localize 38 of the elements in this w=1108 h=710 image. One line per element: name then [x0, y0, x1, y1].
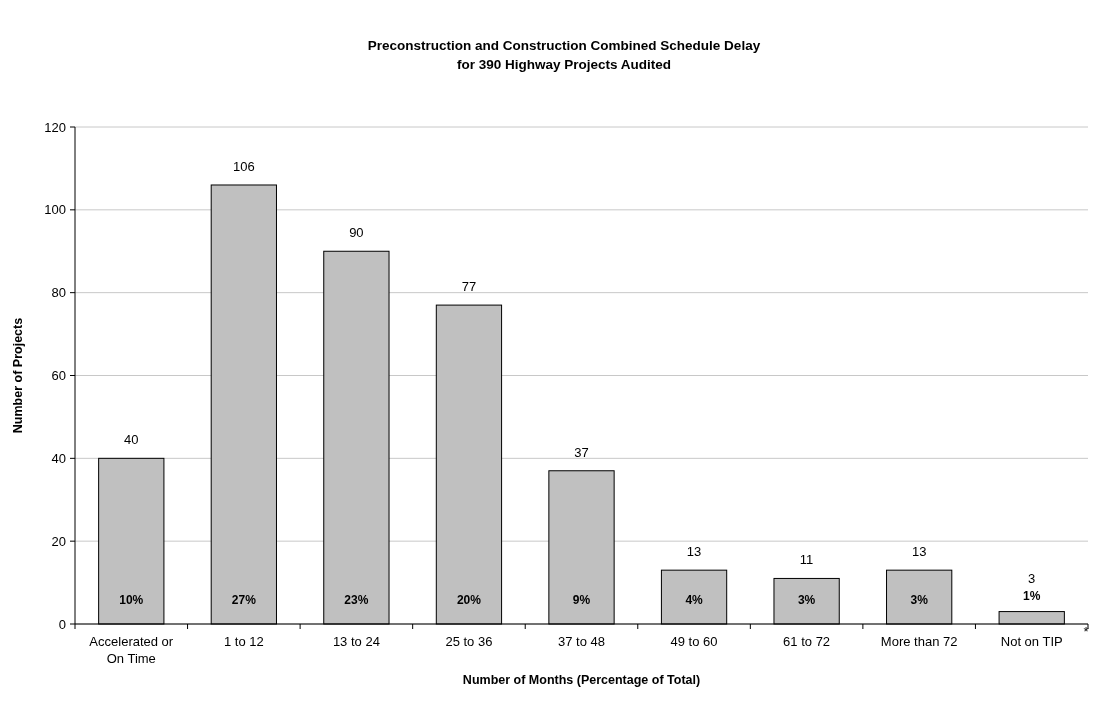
data-label: 37 — [574, 444, 589, 460]
data-label: 40 — [124, 432, 139, 448]
y-tick-label: 100 — [44, 202, 66, 218]
annotation: 1% — [1023, 589, 1041, 604]
annotation: 3% — [910, 593, 929, 608]
x-tick-label: 25 to 36 — [445, 634, 493, 649]
y-axis-title: Number of Projects — [11, 317, 25, 434]
y-tick-label: 0 — [58, 616, 66, 632]
x-tick-label: 13 to 24 — [332, 634, 380, 649]
x-tick-label: Accelerated or On Time — [89, 634, 174, 666]
annotation: 9% — [572, 593, 591, 608]
x-tick-label: More than 72 — [880, 634, 958, 649]
y-tick-label: 20 — [51, 533, 66, 549]
annotation: 10% — [119, 593, 144, 608]
data-label: 13 — [686, 544, 702, 560]
chart-title: Preconstruction and Construction Combined Schedule Delay for 390 Highway Projects Audited — [367, 38, 761, 72]
x-axis-title: Number of Months (Percentage of Total) — [462, 673, 701, 687]
x-tick-label: 37 to 48 — [558, 634, 605, 649]
data-label: 3 — [1028, 571, 1036, 586]
annotation: * — [1083, 624, 1089, 639]
data-label: 106 — [232, 158, 255, 174]
y-tick-label: 60 — [51, 368, 66, 384]
annotation: 23% — [344, 593, 369, 608]
y-tick-label: 40 — [51, 450, 66, 466]
x-tick-label: 49 to 60 — [670, 634, 718, 649]
data-label: 90 — [349, 225, 364, 241]
annotation: 27% — [231, 593, 257, 608]
annotation: 3% — [797, 593, 816, 608]
y-tick-label: 80 — [51, 285, 66, 301]
x-tick-label: 1 to 12 — [223, 634, 264, 649]
y-tick-label: 120 — [44, 119, 66, 135]
x-tick-label: 61 to 72 — [783, 634, 831, 649]
data-label: 13 — [911, 544, 927, 560]
annotation: 4% — [685, 593, 704, 608]
annotation: 20% — [456, 593, 482, 608]
x-tick-label: Not on TIP — [1000, 634, 1063, 649]
data-label: 77 — [461, 279, 477, 295]
data-label: 11 — [799, 552, 814, 568]
